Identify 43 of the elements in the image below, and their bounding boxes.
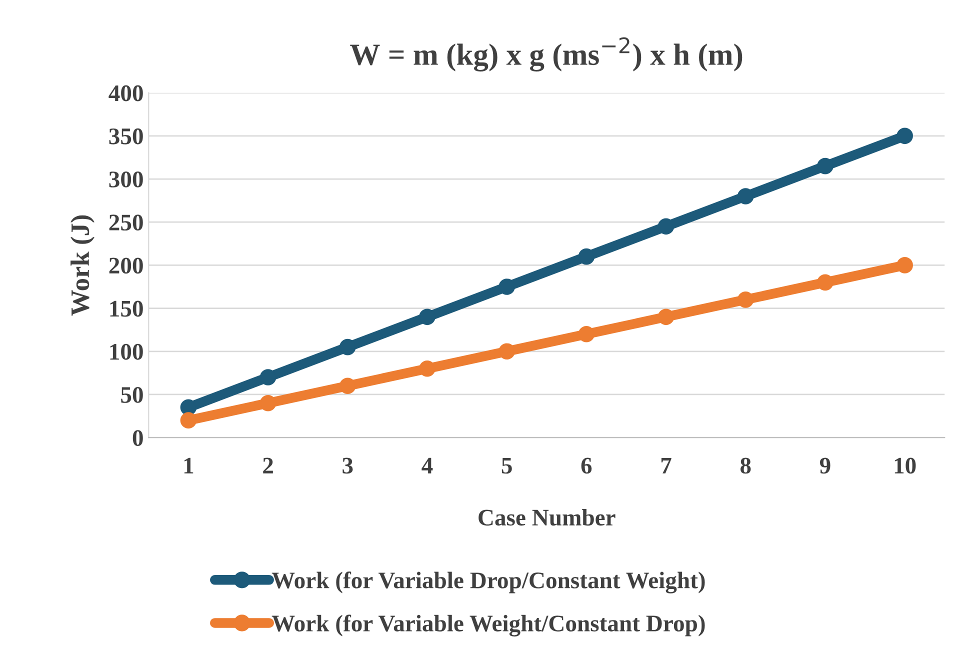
point [339,338,356,356]
point [817,274,834,291]
x-tick-label: 10 [894,458,916,474]
x-tick-label: 8 [740,458,751,474]
legend-label: Work (for Variable Weight/Constant Drop) [272,614,705,636]
point [419,308,436,326]
x-tick-label: 3 [342,458,353,474]
x-tick-label: 1 [184,458,194,474]
y-tick-label: 100 [110,344,143,360]
chart-title: W = m (kg) x g (ms$^{−2}$) x h (m) [350,37,742,72]
point [817,158,834,174]
point [260,369,276,386]
point [896,128,913,144]
legend-label: Work (for Variable Drop/Constant Weight) [272,572,705,594]
y-tick-label: 50 [121,386,143,403]
x-tick-label: 2 [263,458,273,474]
point [180,412,197,428]
y-tick-label: 0 [132,430,143,446]
point [260,394,276,412]
point [737,292,754,308]
y-tick-label: 150 [110,300,143,317]
point [339,378,356,394]
point [419,360,436,377]
point [498,343,515,360]
x-tick-label: 9 [820,458,830,474]
point [578,248,595,265]
y-tick-label: 400 [108,85,143,102]
point [498,278,515,295]
y-tick-label: 250 [109,214,143,231]
point [737,188,754,204]
y-tick-label: 350 [109,128,143,144]
point [658,308,674,326]
point [896,257,913,274]
y-tick-label: 200 [109,258,143,274]
x-tick-label: 6 [581,458,592,474]
y-axis-title: Work (J) [70,215,94,316]
x-tick-label: 7 [661,458,672,474]
point [578,326,595,342]
point [658,218,674,235]
y-tick-label: 300 [109,172,143,188]
x-axis-title: Case Number [478,508,616,526]
x-tick-label: 4 [422,458,433,474]
x-tick-label: 5 [502,458,512,474]
